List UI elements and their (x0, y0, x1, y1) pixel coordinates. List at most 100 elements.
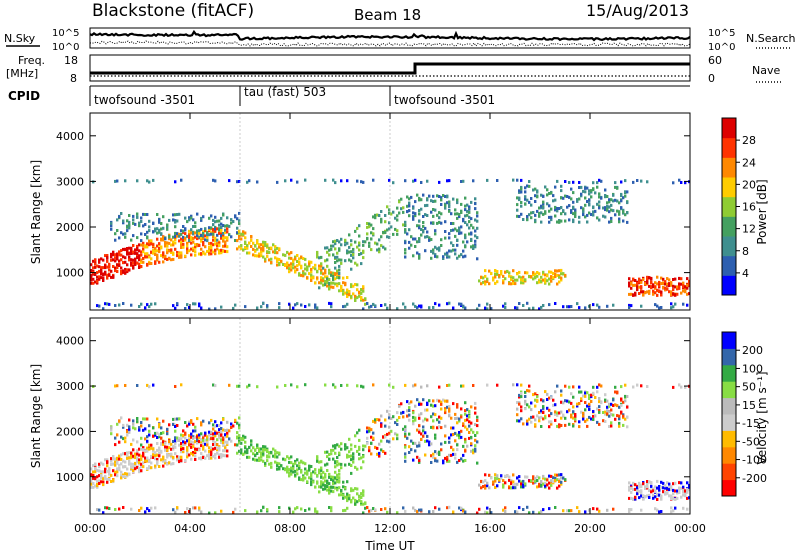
velocity-cell (128, 462, 131, 466)
power-cell (396, 307, 399, 311)
velocity-cell (132, 419, 135, 423)
velocity-cell (300, 478, 303, 482)
power-ytick-label-3: 4000 (56, 130, 84, 143)
power-cell (146, 255, 149, 259)
velocity-cell (512, 483, 515, 487)
power-cell (344, 259, 347, 263)
velocity-cell (424, 408, 427, 412)
power-cell (648, 291, 651, 295)
velocity-cell (314, 471, 317, 475)
velocity-cell (434, 459, 437, 463)
power-cell (640, 285, 643, 289)
power-cell (106, 254, 109, 257)
velocity-cell (568, 408, 571, 412)
power-cell (648, 289, 651, 293)
power-cell (210, 248, 213, 252)
power-cell (334, 261, 337, 264)
power-cell (130, 303, 133, 307)
velocity-cell (618, 405, 621, 409)
power-cell (156, 231, 159, 235)
velocity-cell (184, 459, 187, 462)
velocity-cell (186, 446, 189, 450)
power-cell (158, 250, 161, 254)
velocity-cell (190, 445, 193, 449)
velocity-cell (664, 490, 667, 494)
power-cell (532, 211, 535, 214)
power-cell (588, 192, 591, 196)
power-cell (146, 242, 149, 246)
velocity-cell (94, 462, 97, 466)
velocity-cell (324, 484, 327, 488)
power-cell (678, 282, 681, 286)
power-cell (164, 257, 167, 261)
velocity-cbar-label-6: -100 (742, 454, 767, 467)
velocity-cell (332, 490, 335, 494)
velocity-cell (350, 454, 353, 458)
power-cell (164, 237, 167, 241)
power-cell (210, 226, 213, 230)
cpid-panel: CPID twofsound -3501 tau (fast) 503 twof… (8, 85, 690, 107)
power-cell (114, 256, 117, 260)
velocity-cell (188, 438, 191, 442)
velocity-cell (532, 475, 535, 479)
power-cell (136, 215, 139, 219)
power-cell (352, 256, 355, 260)
power-cell (640, 280, 643, 284)
velocity-cell (326, 455, 329, 459)
velocity-cell (328, 482, 331, 486)
power-cell (140, 253, 143, 257)
power-cell (474, 202, 477, 206)
power-cbar-label-1: 24 (742, 156, 756, 169)
power-cell (132, 218, 135, 222)
velocity-cell (356, 500, 359, 504)
velocity-cell (116, 474, 119, 478)
power-cell (536, 271, 539, 274)
power-cell (670, 306, 673, 310)
velocity-cell (474, 449, 477, 453)
power-cell (290, 262, 293, 266)
velocity-cell (104, 468, 107, 472)
velocity-cell (238, 384, 241, 388)
power-cell (180, 178, 183, 182)
power-cell (388, 235, 391, 239)
velocity-cell (532, 510, 535, 514)
power-cell (610, 203, 613, 207)
velocity-cell (324, 383, 327, 387)
velocity-cell (154, 431, 157, 435)
velocity-ytick-label-0: 1000 (56, 471, 84, 484)
power-cell (414, 245, 417, 248)
velocity-cell (588, 393, 591, 397)
velocity-cell (596, 407, 599, 411)
power-cell (354, 283, 357, 286)
velocity-cell (100, 474, 103, 478)
power-cell (218, 251, 221, 255)
velocity-cell (662, 486, 665, 490)
velocity-cell (634, 495, 637, 499)
velocity-cell (376, 446, 379, 450)
velocity-cell (324, 463, 327, 467)
velocity-cell (140, 424, 143, 428)
power-cell (150, 250, 153, 254)
velocity-cell (414, 416, 417, 420)
power-cell (264, 257, 267, 261)
power-cell (614, 185, 617, 189)
velocity-cell (638, 484, 641, 488)
velocity-cell (304, 467, 307, 471)
velocity-cell (422, 419, 425, 423)
velocity-cell (648, 493, 651, 497)
power-cell (644, 291, 647, 295)
velocity-cell (234, 507, 237, 511)
power-cell (338, 289, 341, 293)
power-cell (418, 226, 421, 230)
power-cell (144, 223, 147, 226)
velocity-cell (288, 474, 291, 478)
velocity-cell (324, 472, 327, 476)
velocity-cell (166, 445, 169, 449)
velocity-cell (616, 414, 619, 418)
velocity-cell (360, 496, 363, 499)
power-cell (274, 248, 277, 252)
velocity-cell (264, 448, 267, 452)
power-cell (586, 186, 589, 190)
power-cell (646, 275, 649, 279)
velocity-cbar-label-0: 200 (742, 344, 763, 357)
